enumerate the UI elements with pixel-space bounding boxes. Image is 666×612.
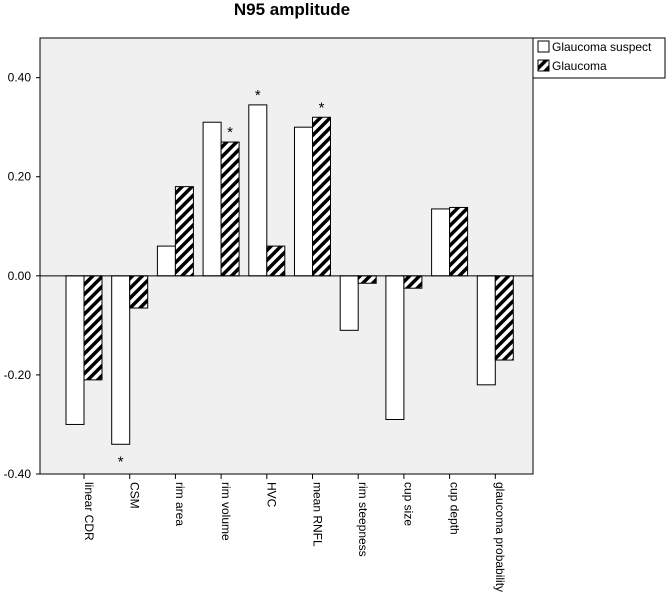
y-tick-label: 0.00 [8, 269, 32, 283]
bar-glaucoma-suspect-hvc [248, 104, 268, 277]
bar-glaucoma-suspect-rim-volume [202, 121, 222, 277]
x-tick-label-cup-size: cup size [402, 482, 416, 526]
bar-glaucoma-suspect-linear-cdr [65, 275, 85, 425]
x-tick-label-linear-cdr: linear CDR [82, 482, 96, 541]
bar-glaucoma-suspect-mean-rnfl [294, 126, 313, 277]
bar-glaucoma-suspect-rim-area [156, 245, 176, 277]
bar-glaucoma-hvc [266, 245, 286, 277]
legend-label-glaucoma-suspect: Glaucoma suspect [552, 40, 652, 54]
x-tick-label-mean-rnfl: mean RNFL [310, 482, 324, 547]
bar-glaucoma-csm [129, 275, 149, 309]
y-tick-label: 0.20 [8, 170, 32, 184]
y-tick-label: -0.20 [4, 368, 32, 382]
bar-glaucoma-rim-area [174, 186, 194, 277]
significance-markers: * * * * [118, 87, 325, 470]
bar-glaucoma-suspect-csm [111, 275, 131, 445]
x-tick-label-csm: CSM [128, 482, 142, 509]
legend-swatch-glaucoma [537, 59, 550, 72]
x-tick-label-rim-volume: rim volume [219, 482, 233, 541]
significance-star-hvc: * [255, 87, 261, 104]
x-tick-label-glaucoma-probability: glaucoma probability [493, 482, 507, 592]
significance-star-rim-volume: * [227, 124, 233, 141]
bar-glaucoma-linear-cdr [83, 275, 103, 381]
legend: Glaucoma suspect Glaucoma [532, 37, 666, 79]
bars-group [65, 104, 514, 445]
chart-title: N95 amplitude [234, 0, 350, 19]
x-axis: linear CDR CSM rim area rim volume HVC mean R… [82, 474, 507, 592]
bar-glaucoma-suspect-glaucoma-probability [476, 275, 496, 386]
legend-box [532, 37, 666, 79]
bar-glaucoma-cup-size [403, 275, 423, 289]
y-tick-label: 0.40 [8, 71, 32, 85]
bar-glaucoma-mean-rnfl [312, 116, 331, 277]
y-tick-label: -0.40 [4, 467, 32, 481]
bar-glaucoma-suspect-cup-depth [431, 208, 451, 277]
bar-glaucoma-rim-steepness [357, 275, 377, 284]
significance-star-mean-rnfl: * [319, 99, 325, 116]
x-tick-label-cup-depth: cup depth [447, 482, 461, 535]
bar-glaucoma-suspect-cup-size [385, 275, 405, 420]
bar-glaucoma-glaucoma-probability [494, 275, 514, 361]
x-tick-label-rim-steepness: rim steepness [356, 482, 370, 557]
y-axis: -0.40 -0.20 0.00 0.20 0.40 [4, 71, 40, 481]
legend-swatch-glaucoma-suspect [537, 40, 550, 53]
x-tick-label-rim-area: rim area [173, 482, 187, 526]
legend-label-glaucoma: Glaucoma [552, 59, 607, 73]
bar-glaucoma-cup-depth [449, 206, 469, 277]
x-tick-label-hvc: HVC [265, 482, 279, 508]
bar-glaucoma-suspect-rim-steepness [339, 275, 359, 331]
bar-glaucoma-rim-volume [220, 141, 240, 277]
significance-star-csm: * [118, 453, 124, 470]
